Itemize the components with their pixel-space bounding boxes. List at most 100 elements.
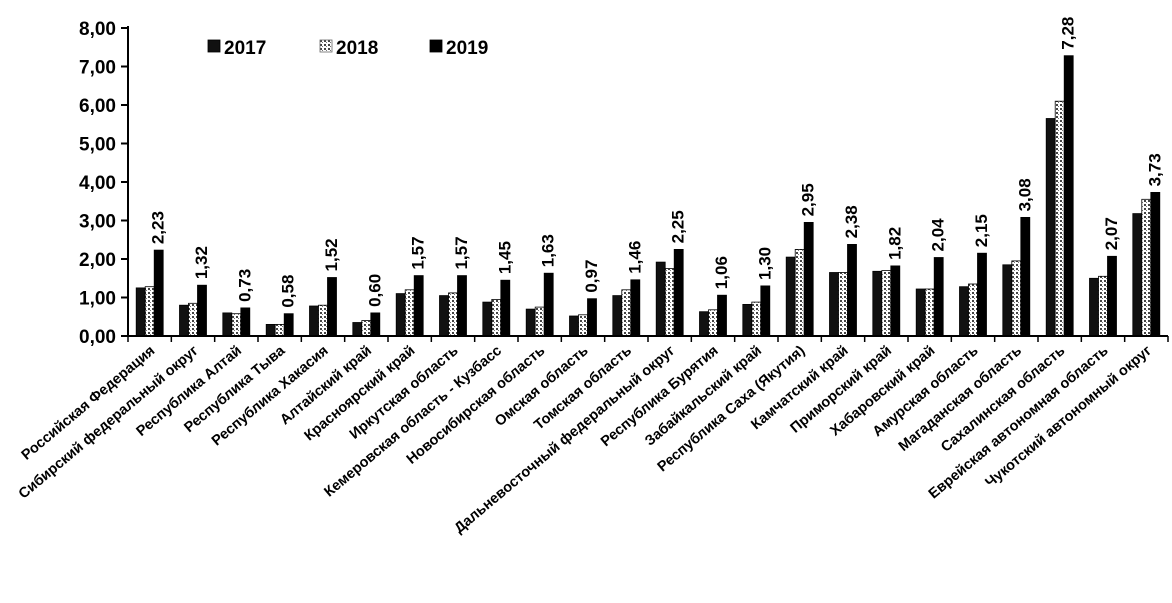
bar-2017-13 (655, 261, 666, 337)
y-axis: 0,00 1,00 2,00 3,00 4,00 5,00 6,00 7,00 8,00 (79, 19, 129, 348)
data-label: 1,46 (625, 241, 644, 274)
data-label: 2,04 (929, 218, 948, 252)
data-label: 7,28 (1059, 17, 1078, 50)
bar-2019-2 (197, 284, 207, 337)
bar-2018-17 (838, 272, 848, 337)
bar-2017-6 (352, 322, 363, 337)
data-label: 1,30 (755, 247, 774, 280)
bar-2018-7 (404, 289, 415, 337)
bar-2018-8 (448, 292, 458, 337)
bar-2019-20 (977, 252, 987, 337)
legend-swatch-2017 (207, 39, 221, 53)
bar-2018-10 (534, 306, 545, 337)
data-label: 0,73 (235, 269, 254, 302)
data-label: 1,82 (885, 227, 904, 260)
data-label: 1,06 (712, 256, 731, 289)
bar-2018-18 (881, 270, 892, 337)
data-label: 2,23 (149, 211, 168, 244)
data-label: 1,32 (192, 246, 211, 279)
bar-2019-14 (717, 294, 727, 337)
bar-2018-13 (664, 268, 675, 337)
y-tick-label: 6,00 (79, 96, 116, 117)
data-label: 1,57 (409, 236, 428, 269)
bar-2019-6 (370, 312, 381, 337)
bar-2019-24 (1150, 191, 1161, 337)
data-label: 2,95 (799, 183, 818, 216)
bar-2019-15 (760, 285, 771, 337)
bar-2017-15 (742, 303, 753, 337)
y-tick-label: 5,00 (79, 135, 116, 156)
bar-2019-16 (803, 221, 814, 337)
bar-2018-9 (491, 298, 502, 337)
bar-2018-22 (1054, 100, 1065, 337)
y-tick-label: 7,00 (79, 58, 116, 79)
data-label: 1,45 (495, 241, 514, 274)
bar-2018-19 (924, 288, 935, 337)
bar-2018-11 (578, 314, 588, 337)
bar-2019-23 (1107, 255, 1117, 337)
bar-2017-1 (135, 287, 146, 337)
bar-2017-16 (785, 256, 796, 337)
bar-2018-21 (1011, 260, 1022, 337)
data-label: 0,97 (582, 260, 601, 293)
data-label: 2,07 (1102, 217, 1121, 250)
bar-2019-10 (543, 272, 554, 337)
bar-2017-4 (265, 323, 276, 337)
data-labels-group: 2,23 1,32 0,73 0,58 1,52 0,60 1,57 1,57 1,45 1,63… (149, 17, 1165, 308)
bar-2019-21 (1020, 216, 1031, 337)
bar-2018-6 (361, 320, 372, 337)
bar-2017-2 (179, 304, 189, 337)
bar-2018-5 (318, 304, 328, 337)
bar-2017-24 (1132, 213, 1143, 337)
legend-swatch-2019 (429, 39, 443, 53)
bar-2019-19 (933, 257, 944, 337)
data-label: 0,58 (279, 275, 298, 308)
bar-2019-18 (890, 265, 901, 337)
legend-swatch-2018 (319, 39, 333, 53)
bar-2019-22 (1063, 55, 1074, 337)
bar-2017-23 (1089, 277, 1099, 337)
bar-2017-10 (525, 308, 536, 337)
bar-2018-1 (144, 286, 155, 337)
bar-2019-4 (283, 313, 294, 337)
bar-2019-3 (240, 307, 251, 337)
bar-2017-11 (569, 315, 579, 337)
bar-2019-5 (327, 277, 337, 337)
data-label: 2,15 (972, 214, 991, 247)
legend-label: 2018 (336, 38, 378, 59)
bar-2018-16 (794, 248, 805, 337)
legend-label: 2019 (446, 38, 488, 59)
data-label: 0,60 (365, 274, 384, 307)
data-label: 3,73 (1145, 153, 1164, 186)
y-tick-label: 2,00 (79, 250, 116, 271)
bar-2019-13 (673, 248, 684, 337)
data-label: 1,63 (539, 234, 558, 267)
bar-2017-9 (482, 301, 493, 337)
bar-2018-24 (1141, 198, 1152, 337)
bar-series-group (135, 55, 1161, 337)
bar-2017-12 (612, 295, 623, 337)
bar-2018-20 (968, 283, 978, 337)
data-label: 2,25 (669, 210, 688, 243)
bar-2018-4 (274, 323, 285, 337)
y-tick-label: 4,00 (79, 173, 116, 194)
bar-2017-5 (309, 305, 319, 337)
data-label: 2,38 (842, 205, 861, 238)
bar-2017-7 (395, 293, 406, 337)
category-label: Сибирский федеральный округ (16, 343, 202, 503)
data-label: 1,57 (452, 236, 471, 269)
bar-2018-2 (188, 302, 198, 337)
bar-2017-3 (222, 312, 233, 337)
bar-2017-21 (1002, 264, 1013, 337)
bar-2017-8 (439, 295, 449, 337)
y-tick-label: 3,00 (79, 212, 116, 233)
bar-2018-12 (621, 289, 632, 337)
bar-2019-12 (630, 279, 641, 337)
bar-2019-8 (457, 275, 467, 337)
bar-2019-1 (153, 249, 164, 337)
bar-2017-20 (959, 286, 969, 337)
bar-2017-18 (872, 270, 883, 337)
y-tick-label: 1,00 (79, 289, 116, 310)
